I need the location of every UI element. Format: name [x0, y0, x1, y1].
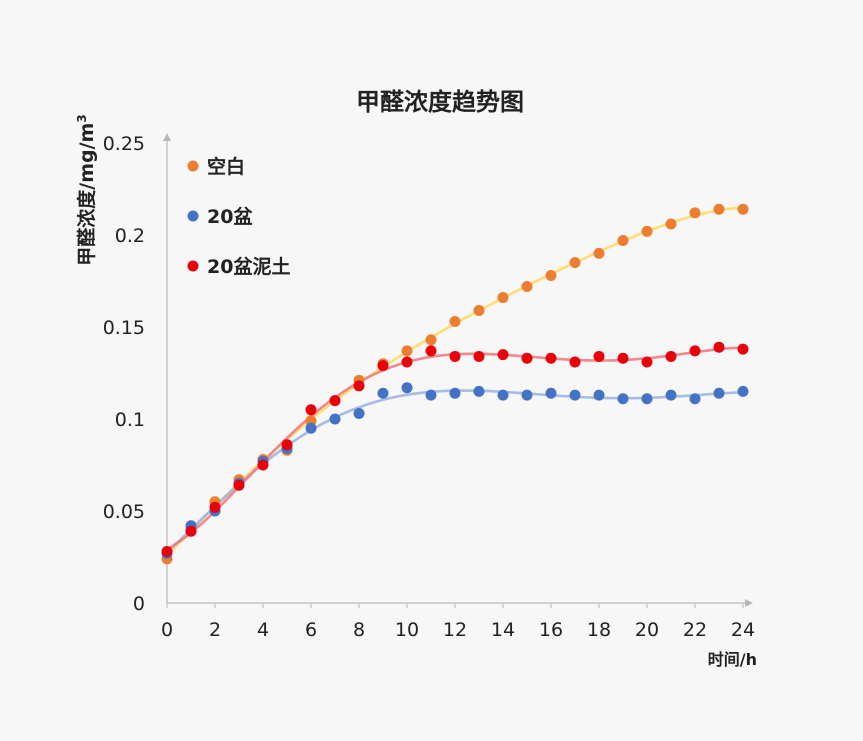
y-tick-label: 0.2: [115, 225, 145, 247]
data-point-series-2: [737, 343, 749, 355]
data-point-series-0: [497, 292, 509, 304]
data-point-series-0: [617, 235, 629, 247]
data-point-series-0: [641, 225, 653, 237]
data-point-series-2: [353, 380, 365, 392]
x-axis-arrow: [745, 599, 753, 607]
legend-label-series-2: 20盆泥土: [207, 255, 290, 278]
data-point-series-1: [617, 393, 629, 405]
legend: 空白 20盆 20盆泥土: [187, 155, 290, 278]
x-tick-label: 4: [257, 619, 269, 641]
data-point-series-0: [449, 315, 461, 327]
legend-marker-series-2: [187, 260, 199, 272]
y-axis-label: 甲醛浓度/mg/m3: [75, 114, 98, 265]
x-tick-label: 12: [443, 619, 467, 641]
data-point-series-2: [281, 439, 293, 451]
x-tick-label: 2: [209, 619, 221, 641]
x-tick-label: 10: [395, 619, 419, 641]
data-point-series-0: [689, 207, 701, 219]
x-tick-label: 8: [353, 619, 365, 641]
data-point-series-1: [305, 422, 317, 434]
data-point-series-2: [185, 525, 197, 537]
data-point-series-1: [689, 393, 701, 405]
data-point-series-1: [569, 389, 581, 401]
data-point-series-0: [665, 218, 677, 230]
data-point-series-0: [737, 203, 749, 215]
data-points: [161, 203, 749, 565]
data-point-series-2: [233, 479, 245, 491]
data-point-series-1: [401, 382, 413, 394]
y-tick-label: 0: [133, 593, 145, 615]
data-point-series-2: [473, 350, 485, 362]
data-point-series-1: [545, 387, 557, 399]
data-point-series-2: [569, 356, 581, 368]
data-point-series-0: [425, 334, 437, 346]
y-tick-label: 0.25: [103, 133, 145, 155]
x-tick-label: 14: [491, 619, 515, 641]
data-point-series-1: [713, 387, 725, 399]
data-point-series-1: [377, 387, 389, 399]
x-tick-label: 20: [635, 619, 659, 641]
x-tick-label: 18: [587, 619, 611, 641]
data-point-series-0: [473, 304, 485, 316]
legend-label-series-1: 20盆: [207, 205, 253, 228]
data-point-series-2: [449, 350, 461, 362]
data-point-series-1: [473, 385, 485, 397]
data-point-series-2: [401, 356, 413, 368]
data-point-series-2: [521, 352, 533, 364]
data-point-series-2: [665, 350, 677, 362]
y-tick-label: 0.1: [115, 409, 145, 431]
data-point-series-2: [377, 360, 389, 372]
data-point-series-0: [521, 281, 533, 293]
legend-marker-series-1: [187, 210, 199, 222]
x-tick-label: 22: [683, 619, 707, 641]
data-point-series-2: [497, 349, 509, 361]
data-point-series-2: [329, 395, 341, 407]
data-point-series-1: [497, 389, 509, 401]
y-axis-label-superscript: 3: [75, 114, 89, 122]
data-point-series-2: [305, 404, 317, 416]
x-tick-label: 24: [731, 619, 755, 641]
y-axis-label-main: 甲醛浓度/mg/m: [75, 123, 98, 266]
legend-label-series-0: 空白: [207, 155, 245, 178]
data-point-series-2: [257, 459, 269, 471]
x-tick-label: 16: [539, 619, 563, 641]
data-point-series-0: [593, 247, 605, 259]
data-point-series-2: [425, 345, 437, 357]
data-point-series-2: [209, 501, 221, 513]
data-point-series-2: [713, 341, 725, 353]
data-point-series-1: [665, 389, 677, 401]
data-point-series-1: [353, 407, 365, 419]
chart-title: 甲醛浓度趋势图: [356, 88, 524, 116]
y-axis-arrow: [163, 133, 171, 141]
data-point-series-0: [401, 345, 413, 357]
data-point-series-2: [545, 352, 557, 364]
data-point-series-1: [329, 413, 341, 425]
data-point-series-0: [545, 269, 557, 281]
x-axis-label: 时间/h: [708, 650, 757, 669]
data-point-series-2: [161, 545, 173, 557]
data-point-series-1: [425, 389, 437, 401]
data-point-series-1: [593, 389, 605, 401]
data-point-series-2: [689, 345, 701, 357]
data-point-series-1: [449, 387, 461, 399]
data-point-series-1: [641, 393, 653, 405]
data-point-series-0: [713, 203, 725, 215]
trendline-series-2: [166, 346, 744, 551]
data-point-series-2: [641, 356, 653, 368]
data-point-series-1: [737, 385, 749, 397]
data-point-series-2: [593, 350, 605, 362]
x-tick-label: 6: [305, 619, 317, 641]
data-point-series-1: [521, 389, 533, 401]
x-tick-label: 0: [161, 619, 173, 641]
y-tick-label: 0.05: [103, 501, 145, 523]
data-point-series-2: [617, 352, 629, 364]
legend-marker-series-0: [187, 160, 199, 172]
y-tick-label: 0.15: [103, 317, 145, 339]
data-point-series-0: [569, 257, 581, 269]
